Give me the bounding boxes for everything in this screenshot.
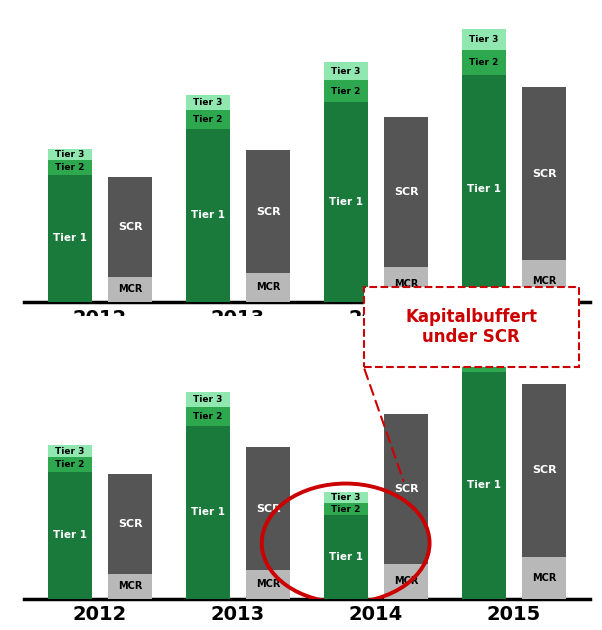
Bar: [185, 129, 230, 302]
Text: Tier 2: Tier 2: [331, 505, 361, 513]
Bar: [523, 384, 566, 557]
Text: MCR: MCR: [532, 276, 557, 286]
Bar: [185, 425, 230, 598]
Bar: [246, 447, 290, 570]
Text: Tier 3: Tier 3: [193, 98, 222, 107]
Bar: [246, 273, 290, 302]
Bar: [185, 407, 230, 425]
Text: SCR: SCR: [118, 222, 143, 232]
Text: SCR: SCR: [532, 466, 557, 476]
Bar: [384, 564, 429, 598]
Bar: [185, 392, 230, 407]
Bar: [246, 151, 290, 273]
Bar: [324, 102, 368, 302]
Text: Tier 3: Tier 3: [469, 35, 498, 44]
Bar: [185, 110, 230, 129]
Bar: [324, 81, 368, 102]
Text: Tier 3: Tier 3: [55, 150, 84, 159]
Text: Tier 2: Tier 2: [331, 87, 361, 96]
Bar: [462, 50, 506, 76]
Text: SCR: SCR: [394, 187, 419, 197]
Text: Tier 1: Tier 1: [467, 481, 501, 490]
Text: Tier 1: Tier 1: [191, 507, 225, 517]
Text: MCR: MCR: [256, 580, 281, 589]
Text: SCR: SCR: [256, 504, 281, 513]
Bar: [108, 573, 152, 598]
Bar: [324, 503, 368, 515]
Text: Tier 2: Tier 2: [193, 412, 222, 421]
Text: MCR: MCR: [394, 576, 418, 586]
Text: Kapitalbuffert
under SCR: Kapitalbuffert under SCR: [405, 307, 537, 347]
Text: MCR: MCR: [256, 282, 281, 292]
Text: Tier 1: Tier 1: [52, 234, 87, 243]
Text: SCR: SCR: [118, 518, 143, 529]
Text: MCR: MCR: [118, 581, 143, 591]
Text: Tier 3: Tier 3: [331, 493, 361, 502]
Bar: [48, 457, 92, 472]
Bar: [48, 149, 92, 160]
Text: Tier 1: Tier 1: [52, 530, 87, 541]
Bar: [462, 372, 506, 598]
Bar: [384, 414, 429, 564]
Text: Tier 1: Tier 1: [329, 197, 362, 207]
Text: Tier 2: Tier 2: [469, 355, 498, 364]
Bar: [108, 474, 152, 573]
Bar: [108, 277, 152, 302]
Bar: [384, 117, 429, 266]
Bar: [462, 326, 506, 347]
Text: Tier 2: Tier 2: [55, 163, 84, 172]
Bar: [462, 347, 506, 372]
Text: Tier 1: Tier 1: [467, 183, 501, 193]
Bar: [324, 515, 368, 598]
Text: SCR: SCR: [256, 207, 281, 217]
Bar: [523, 260, 566, 302]
Text: MCR: MCR: [118, 284, 143, 294]
Text: Tier 2: Tier 2: [469, 59, 498, 67]
Bar: [523, 557, 566, 598]
Text: SCR: SCR: [532, 169, 557, 178]
Text: Tier 3: Tier 3: [193, 395, 222, 404]
Bar: [324, 492, 368, 503]
Bar: [384, 266, 429, 302]
Text: SCR: SCR: [394, 484, 419, 494]
Text: Tier 3: Tier 3: [55, 447, 84, 456]
Bar: [462, 76, 506, 302]
Text: MCR: MCR: [394, 279, 418, 289]
FancyBboxPatch shape: [364, 287, 579, 367]
Bar: [48, 160, 92, 175]
Bar: [246, 570, 290, 598]
Text: Tier 1: Tier 1: [191, 210, 225, 220]
Bar: [48, 445, 92, 457]
Bar: [324, 62, 368, 81]
Text: Tier 2: Tier 2: [193, 115, 222, 124]
Bar: [48, 175, 92, 302]
Bar: [185, 95, 230, 110]
Bar: [462, 29, 506, 50]
Bar: [48, 472, 92, 598]
Text: Tier 3: Tier 3: [469, 332, 498, 341]
Bar: [523, 87, 566, 260]
Bar: [108, 177, 152, 277]
Text: MCR: MCR: [532, 573, 557, 583]
Text: Tier 2: Tier 2: [55, 460, 84, 469]
Text: Tier 3: Tier 3: [331, 67, 361, 76]
Text: Tier 1: Tier 1: [329, 552, 362, 562]
